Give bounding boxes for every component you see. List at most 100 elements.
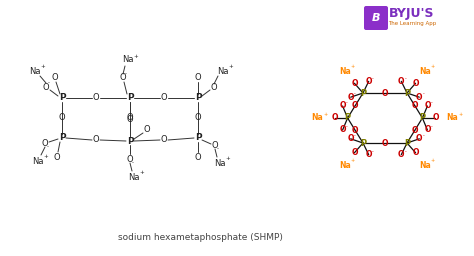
Text: O: O xyxy=(351,148,358,157)
Text: Na: Na xyxy=(217,67,229,76)
Text: +: + xyxy=(41,65,46,69)
Text: -: - xyxy=(125,71,127,77)
Text: O: O xyxy=(127,155,133,164)
Text: P: P xyxy=(127,136,133,145)
Text: O: O xyxy=(93,93,100,102)
Text: +: + xyxy=(134,54,138,59)
Text: O: O xyxy=(195,73,201,82)
Text: O: O xyxy=(432,113,438,123)
Text: Na: Na xyxy=(214,158,226,167)
Text: -: - xyxy=(47,144,49,150)
Text: O: O xyxy=(347,134,354,143)
Text: O: O xyxy=(52,73,58,82)
Text: O: O xyxy=(127,115,133,124)
Text: O: O xyxy=(161,135,167,144)
Text: O: O xyxy=(161,93,167,102)
Text: P: P xyxy=(404,138,410,147)
Text: P: P xyxy=(195,133,201,143)
Text: O: O xyxy=(120,73,126,82)
Text: -: - xyxy=(132,161,134,165)
Text: P: P xyxy=(59,93,65,102)
Text: O: O xyxy=(210,83,217,92)
Text: O: O xyxy=(59,113,65,123)
Text: O: O xyxy=(398,150,404,159)
Text: P: P xyxy=(59,133,65,143)
Text: P: P xyxy=(419,113,426,123)
Text: -: - xyxy=(404,76,406,81)
Text: -: - xyxy=(372,149,374,154)
Text: Na: Na xyxy=(419,161,431,169)
Text: O: O xyxy=(412,148,419,157)
Text: -: - xyxy=(422,133,424,138)
Text: P: P xyxy=(360,138,366,147)
Text: +: + xyxy=(351,65,355,69)
Text: O: O xyxy=(398,77,404,86)
Text: O: O xyxy=(382,138,388,147)
Text: O: O xyxy=(411,126,418,135)
Text: O: O xyxy=(412,79,419,88)
Text: -: - xyxy=(217,146,219,152)
Text: Na: Na xyxy=(312,113,323,123)
Text: B: B xyxy=(372,13,380,23)
Text: Na: Na xyxy=(128,173,140,182)
Text: O: O xyxy=(424,125,431,134)
Text: -: - xyxy=(422,92,424,97)
Text: Na: Na xyxy=(447,113,458,123)
Text: Na: Na xyxy=(122,56,134,65)
Text: -: - xyxy=(354,133,356,138)
Text: O: O xyxy=(339,125,346,134)
Text: O: O xyxy=(331,113,338,123)
Text: O: O xyxy=(424,101,431,111)
Text: -: - xyxy=(430,101,432,105)
Text: O: O xyxy=(416,93,422,102)
Text: P: P xyxy=(345,113,351,123)
Text: -: - xyxy=(346,101,347,105)
Text: Na: Na xyxy=(29,67,41,76)
Text: O: O xyxy=(212,141,219,150)
Text: O: O xyxy=(347,93,354,102)
Text: O: O xyxy=(195,153,201,162)
Text: O: O xyxy=(144,125,150,134)
Text: +: + xyxy=(44,155,48,159)
Text: P: P xyxy=(127,93,133,102)
Text: sodium hexametaphosphate (SHMP): sodium hexametaphosphate (SHMP) xyxy=(118,233,283,242)
FancyBboxPatch shape xyxy=(364,6,388,30)
Text: +: + xyxy=(431,158,435,164)
Text: O: O xyxy=(411,101,418,110)
Text: -: - xyxy=(48,80,50,86)
Text: +: + xyxy=(140,170,145,176)
Text: O: O xyxy=(54,153,60,162)
Text: O: O xyxy=(416,134,422,143)
Text: -: - xyxy=(404,149,406,154)
Text: The Learning App: The Learning App xyxy=(388,20,436,26)
Text: Na: Na xyxy=(339,161,351,169)
Text: O: O xyxy=(93,135,100,144)
Text: BYJU'S: BYJU'S xyxy=(389,7,435,20)
Text: +: + xyxy=(228,65,233,69)
Text: O: O xyxy=(127,112,133,122)
Text: P: P xyxy=(360,89,366,98)
Text: O: O xyxy=(351,79,358,88)
Text: +: + xyxy=(324,112,328,116)
Text: O: O xyxy=(365,150,372,159)
Text: O: O xyxy=(352,101,358,110)
Text: -: - xyxy=(346,124,347,130)
Text: P: P xyxy=(195,93,201,102)
Text: -: - xyxy=(354,92,356,97)
Text: -: - xyxy=(430,124,432,130)
Text: O: O xyxy=(43,82,49,91)
Text: O: O xyxy=(42,138,48,147)
Text: Na: Na xyxy=(419,67,431,76)
Text: O: O xyxy=(382,89,388,98)
Text: O: O xyxy=(195,113,201,123)
Text: +: + xyxy=(458,112,463,116)
Text: Na: Na xyxy=(339,67,351,76)
Text: O: O xyxy=(365,77,372,86)
Text: -: - xyxy=(372,76,374,81)
Text: +: + xyxy=(351,158,355,164)
Text: +: + xyxy=(226,156,230,162)
Text: O: O xyxy=(339,101,346,111)
Text: +: + xyxy=(431,65,435,69)
Text: P: P xyxy=(404,89,410,98)
Text: Na: Na xyxy=(32,156,44,165)
